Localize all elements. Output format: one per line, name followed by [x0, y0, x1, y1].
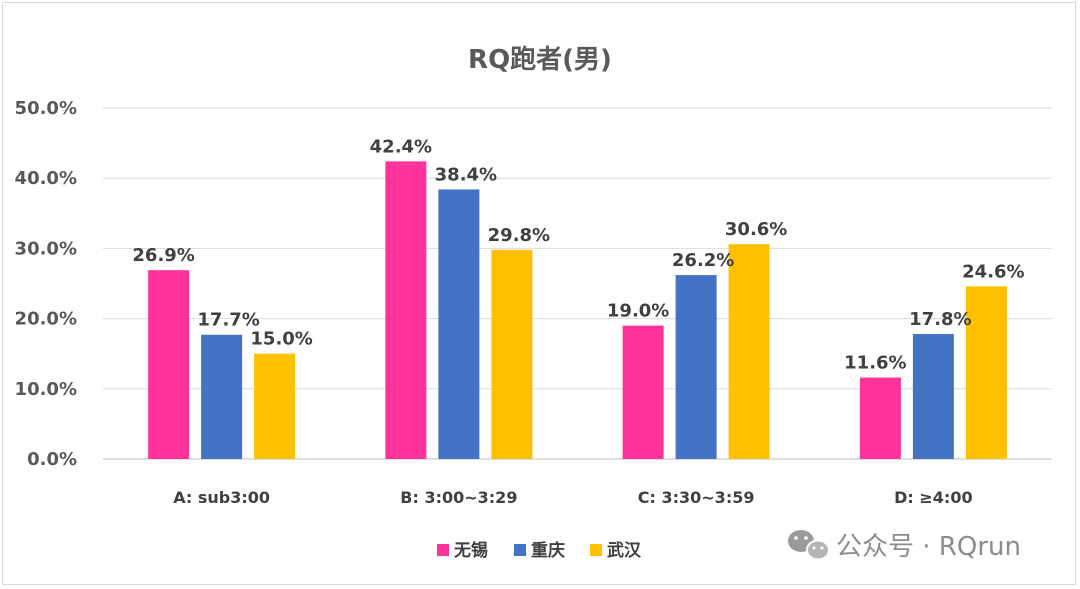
- data-label: 38.4%: [435, 164, 497, 185]
- legend: 无锡 重庆 武汉: [437, 540, 642, 561]
- data-label: 26.9%: [132, 245, 194, 266]
- y-tick-label: 20.0%: [15, 309, 77, 330]
- y-axis-ticks: 0.0% 10.0% 20.0% 30.0% 40.0% 50.0%: [15, 98, 77, 470]
- legend-label: 无锡: [453, 540, 488, 561]
- bar: [622, 325, 664, 459]
- bar: [965, 286, 1007, 459]
- y-tick-label: 40.0%: [15, 168, 77, 189]
- x-axis-categories: A: sub3:00 B: 3:00~3:29 C: 3:30~3:59 D: ≥4:…: [173, 488, 972, 507]
- bar: [254, 353, 296, 459]
- bar: [675, 275, 717, 459]
- bar: [438, 189, 480, 459]
- legend-swatch: [590, 544, 602, 556]
- data-label: 11.6%: [844, 353, 906, 374]
- legend-label: 重庆: [531, 540, 565, 561]
- bar: [728, 244, 770, 459]
- y-tick-label: 0.0%: [27, 449, 77, 470]
- x-axis-category-label: C: 3:30~3:59: [638, 488, 755, 507]
- x-axis-category-label: A: sub3:00: [173, 488, 270, 507]
- x-axis-category-label: D: ≥4:00: [894, 488, 972, 507]
- watermark-text: 公众号 · RQrun: [836, 532, 1021, 562]
- y-tick-label: 50.0%: [15, 98, 77, 119]
- data-label: 17.7%: [197, 310, 259, 331]
- bar: [385, 161, 427, 460]
- data-label: 30.6%: [725, 219, 787, 240]
- data-labels: 26.9% 17.7%15.0% 42.4%38.4% 29.8% 19.0% 26.2%…: [132, 136, 1024, 373]
- wechat-icon: [788, 530, 830, 561]
- bars: [148, 161, 1007, 460]
- bar: [491, 249, 533, 459]
- data-label: 29.8%: [488, 225, 550, 246]
- data-label: 24.6%: [962, 261, 1024, 282]
- data-label: 42.4%: [370, 136, 432, 157]
- data-label: 15.0%: [250, 329, 312, 350]
- data-label: 17.8%: [909, 309, 971, 330]
- bar: [859, 377, 901, 459]
- y-tick-label: 10.0%: [15, 379, 77, 400]
- legend-label: 武汉: [607, 540, 642, 561]
- data-label: 19.0%: [607, 301, 669, 322]
- y-tick-label: 30.0%: [15, 238, 77, 259]
- bar: [148, 270, 190, 459]
- x-axis-category-label: B: 3:00~3:29: [400, 488, 517, 507]
- legend-swatch: [437, 544, 449, 556]
- watermark: 公众号 · RQrun: [788, 530, 1021, 562]
- data-label: 26.2%: [672, 250, 734, 271]
- gridlines: [103, 107, 1052, 460]
- bar: [201, 334, 243, 459]
- chart-title: RQ跑者(男): [468, 45, 612, 75]
- legend-swatch: [514, 544, 526, 556]
- bar: [912, 334, 954, 459]
